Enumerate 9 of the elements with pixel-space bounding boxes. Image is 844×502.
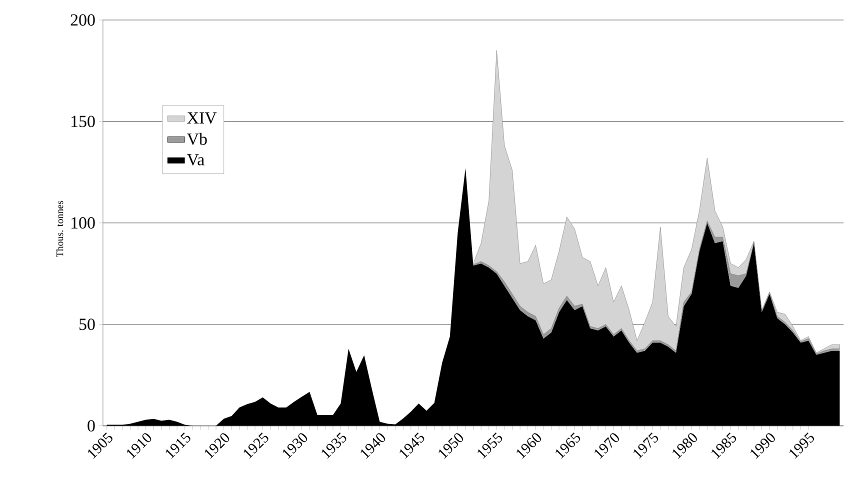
- y-tick-label: 200: [70, 14, 95, 26]
- legend-label: XIV: [187, 112, 217, 124]
- y-tick-label: 50: [80, 318, 95, 330]
- legend-label: Vb: [186, 133, 207, 146]
- y-tick-label: 100: [72, 217, 95, 229]
- y-tick-label: 150: [72, 116, 95, 128]
- y-axis-title: Thous. tonnes: [56, 201, 64, 258]
- legend-label: Va: [186, 154, 204, 166]
- y-tick-label: 0: [88, 420, 95, 432]
